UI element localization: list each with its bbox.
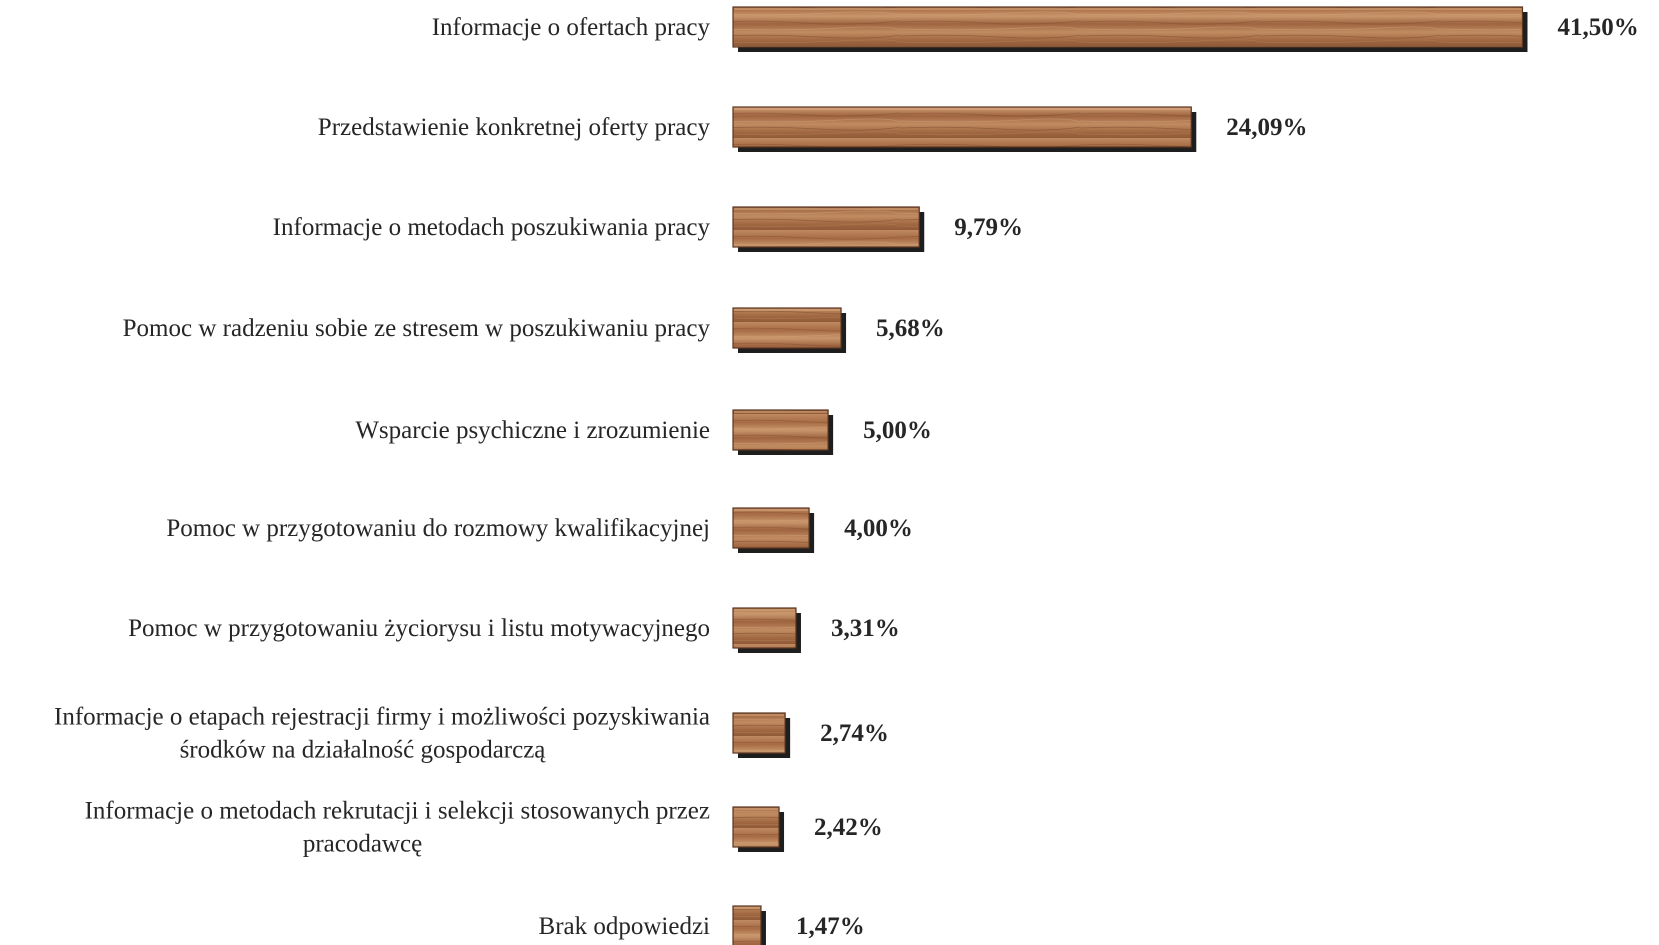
bar [732,712,786,754]
value-label: 5,68% [876,315,945,342]
bar-group [732,206,925,252]
bar-group [732,106,1197,152]
bars-layer [732,6,1528,945]
bar [732,905,762,945]
bar-group [732,607,801,653]
category-label: pracodawcę [303,831,422,858]
bar-group [732,712,791,758]
bar-group [732,507,815,553]
category-label: Pomoc w przygotowaniu życiorysu i listu … [128,615,710,642]
value-label: 4,00% [844,515,913,542]
value-label: 1,47% [796,913,865,940]
value-label: 24,09% [1226,114,1307,141]
value-label: 9,79% [954,214,1023,241]
bar [732,206,920,248]
value-label: 5,00% [863,417,932,444]
category-label: Informacje o metodach rekrutacji i selek… [85,798,710,825]
bar [732,507,810,549]
bar-group [732,806,785,852]
category-label: Brak odpowiedzi [539,913,711,940]
value-label: 3,31% [831,615,900,642]
bar [732,6,1524,48]
bar [732,307,842,349]
bar-group [732,6,1528,52]
value-label: 2,74% [820,720,889,747]
bar-group [732,409,834,455]
bar [732,607,797,649]
category-label: Informacje o metodach poszukiwania pracy [273,214,711,241]
bar [732,409,829,451]
bar-group [732,307,847,353]
bar-group [732,905,766,945]
bar [732,106,1192,148]
category-label: Informacje o ofertach pracy [432,14,711,41]
category-label: Pomoc w radzeniu sobie ze stresem w posz… [123,315,711,342]
bar [732,806,780,848]
category-label: Informacje o etapach rejestracji firmy i… [54,704,710,731]
value-label: 2,42% [814,814,883,841]
value-label: 41,50% [1557,14,1638,41]
labels-layer: 41,50% Informacje o ofertach pracy 24,09% P… [54,14,1639,940]
category-label: Pomoc w przygotowaniu do rozmowy kwalifi… [166,515,710,542]
category-label: środków na działalność gospodarczą [180,737,547,764]
category-label: Wsparcie psychiczne i zrozumienie [355,417,710,444]
category-label: Przedstawienie konkretnej oferty pracy [318,114,711,141]
